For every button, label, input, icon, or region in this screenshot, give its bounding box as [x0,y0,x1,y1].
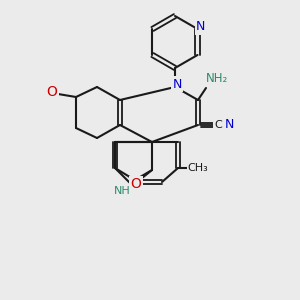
Text: C: C [214,120,222,130]
Text: NH: NH [114,186,130,196]
Text: CH₃: CH₃ [188,163,208,173]
Text: O: O [130,177,141,191]
Text: O: O [46,85,57,99]
Text: N: N [172,77,182,91]
Text: N: N [196,20,205,34]
Text: N: N [224,118,234,131]
Text: NH₂: NH₂ [206,71,228,85]
